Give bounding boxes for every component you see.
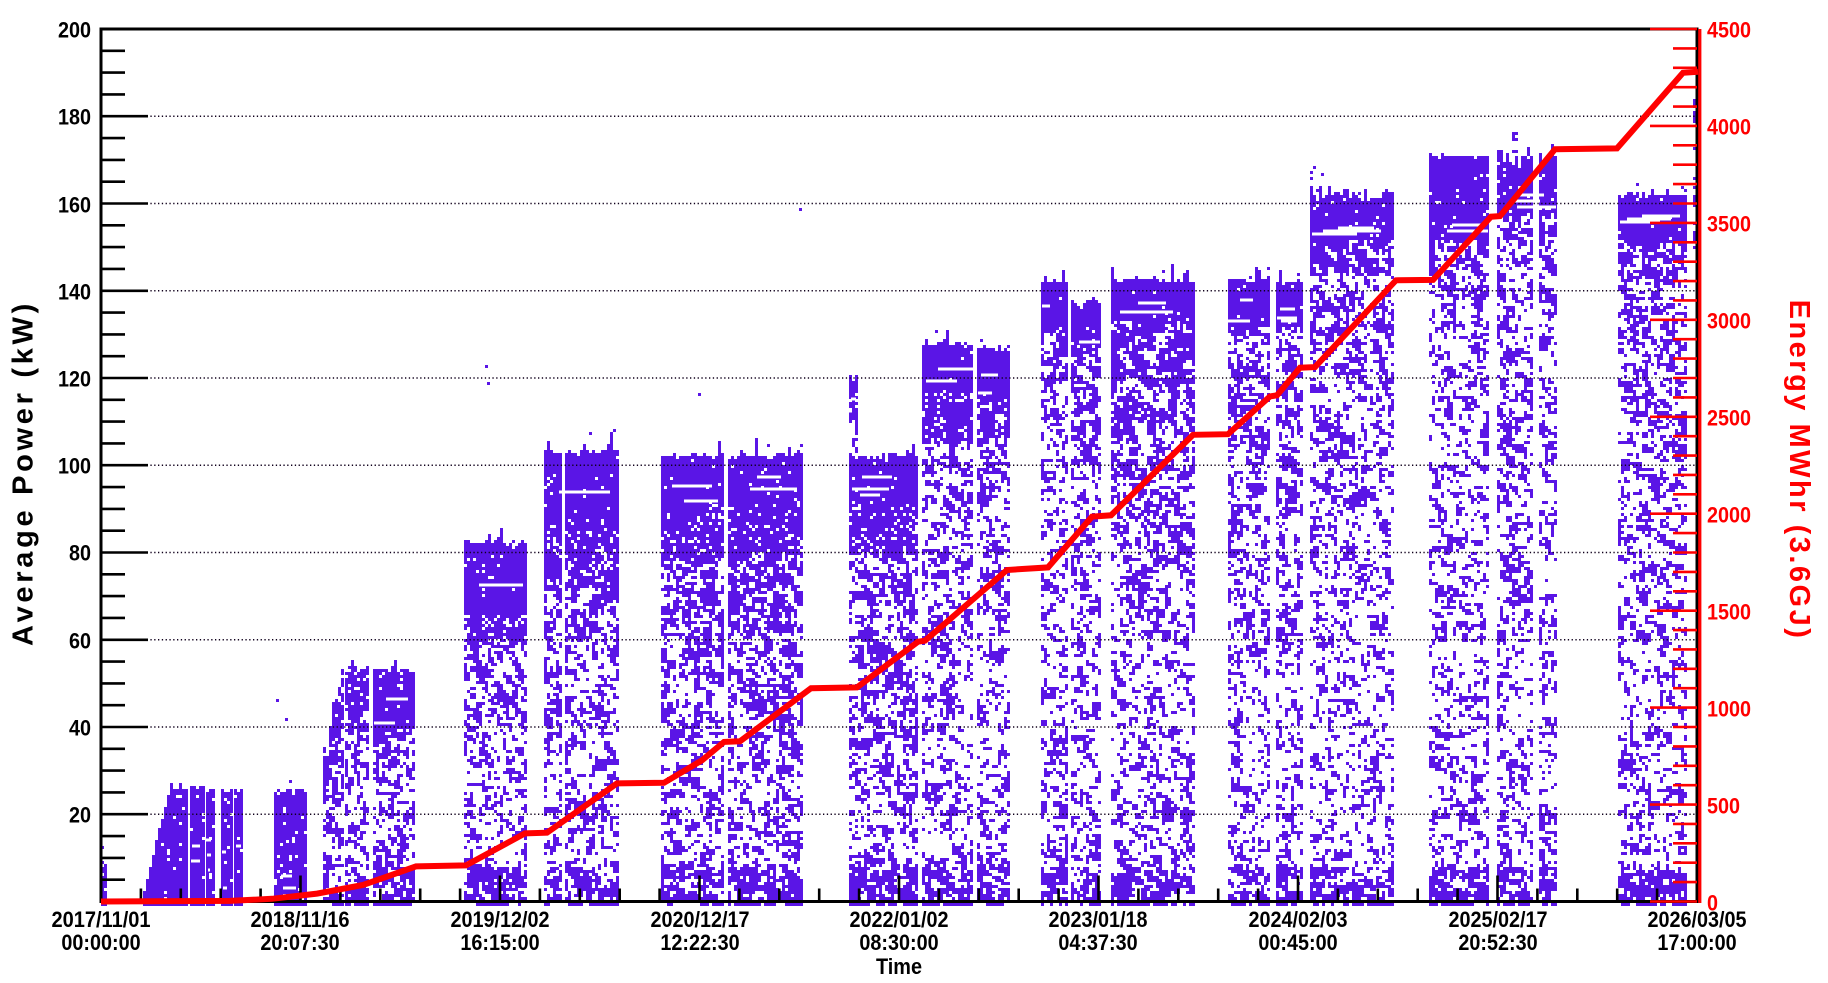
svg-text:20:52:30: 20:52:30 bbox=[1458, 930, 1537, 955]
svg-text:60: 60 bbox=[69, 629, 91, 654]
svg-text:40: 40 bbox=[69, 716, 91, 741]
svg-text:100: 100 bbox=[58, 454, 91, 479]
svg-text:2024/02/03: 2024/02/03 bbox=[1248, 907, 1347, 932]
svg-text:2500: 2500 bbox=[1707, 406, 1751, 431]
svg-text:2020/12/17: 2020/12/17 bbox=[650, 907, 749, 932]
svg-text:3500: 3500 bbox=[1707, 212, 1751, 237]
svg-text:3000: 3000 bbox=[1707, 309, 1751, 334]
svg-text:2022/01/02: 2022/01/02 bbox=[849, 907, 948, 932]
svg-text:2026/03/05: 2026/03/05 bbox=[1647, 907, 1746, 932]
svg-text:1000: 1000 bbox=[1707, 697, 1751, 722]
svg-text:08:30:00: 08:30:00 bbox=[859, 930, 938, 955]
svg-text:04:37:30: 04:37:30 bbox=[1058, 930, 1137, 955]
svg-text:2023/01/18: 2023/01/18 bbox=[1048, 907, 1147, 932]
svg-text:2019/12/02: 2019/12/02 bbox=[450, 907, 549, 932]
svg-text:200: 200 bbox=[58, 18, 91, 43]
svg-text:0: 0 bbox=[1707, 891, 1718, 916]
svg-text:80: 80 bbox=[69, 541, 91, 566]
svg-text:1500: 1500 bbox=[1707, 600, 1751, 625]
svg-text:00:00:00: 00:00:00 bbox=[61, 930, 140, 955]
svg-text:16:15:00: 16:15:00 bbox=[460, 930, 539, 955]
svg-text:12:22:30: 12:22:30 bbox=[660, 930, 739, 955]
svg-text:Time: Time bbox=[876, 954, 922, 979]
svg-text:180: 180 bbox=[58, 105, 91, 130]
svg-text:00:45:00: 00:45:00 bbox=[1258, 930, 1337, 955]
svg-text:2025/02/17: 2025/02/17 bbox=[1448, 907, 1547, 932]
svg-text:4500: 4500 bbox=[1707, 18, 1751, 43]
svg-text:160: 160 bbox=[58, 193, 91, 218]
svg-text:140: 140 bbox=[58, 280, 91, 305]
svg-text:120: 120 bbox=[58, 367, 91, 392]
svg-text:4000: 4000 bbox=[1707, 115, 1751, 140]
svg-text:2017/11/01: 2017/11/01 bbox=[51, 907, 150, 932]
svg-text:Average Power (kW): Average Power (kW) bbox=[8, 300, 40, 646]
svg-text:20: 20 bbox=[69, 803, 91, 828]
svg-text:500: 500 bbox=[1707, 794, 1740, 819]
svg-text:17:00:00: 17:00:00 bbox=[1657, 930, 1736, 955]
svg-text:2018/11/16: 2018/11/16 bbox=[250, 907, 349, 932]
svg-text:2000: 2000 bbox=[1707, 503, 1751, 528]
svg-text:20:07:30: 20:07:30 bbox=[260, 930, 339, 955]
svg-text:Energy MWhr (3.6GJ): Energy MWhr (3.6GJ) bbox=[1783, 300, 1815, 641]
